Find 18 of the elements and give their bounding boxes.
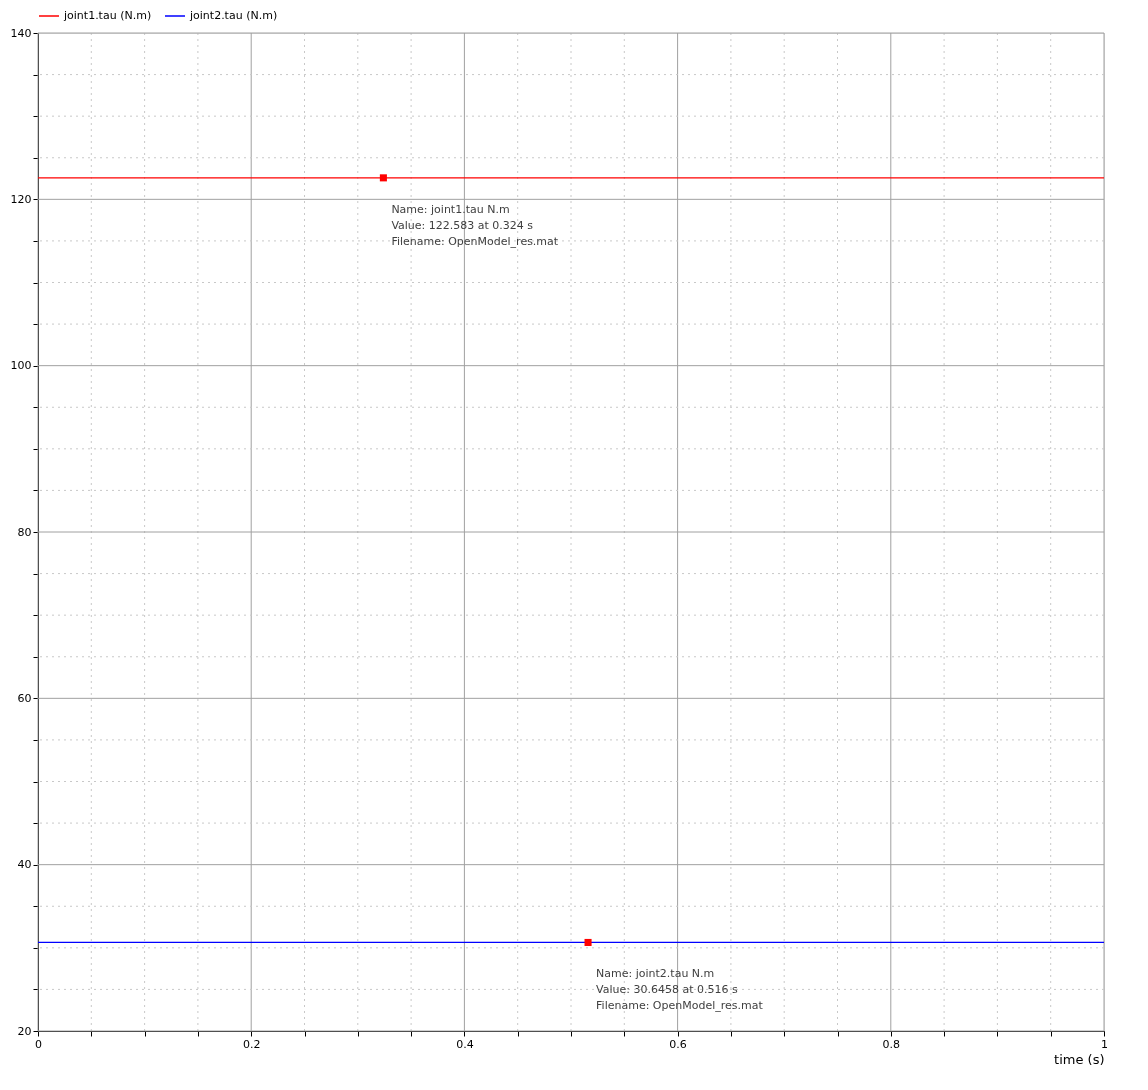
y-tick-label: 100 xyxy=(10,359,32,373)
legend-label: joint2.tau (N.m) xyxy=(189,9,278,22)
x-tick-label: 1 xyxy=(1101,1037,1108,1051)
y-tick-label: 60 xyxy=(17,691,32,705)
annotation: Name: joint1.tau N.m Value: 122.583 at 0.324 s Filename: OpenModel_res.mat xyxy=(391,202,559,248)
x-tick-label: 0.8 xyxy=(882,1037,901,1051)
x-tick-label: 0 xyxy=(35,1037,42,1051)
legend-label: joint1.tau (N.m) xyxy=(63,9,152,22)
x-tick-label: 0.2 xyxy=(242,1037,261,1051)
x-axis-title: time (s) xyxy=(1054,1051,1105,1067)
y-tick-label: 40 xyxy=(17,858,32,872)
y-tick-label: 80 xyxy=(17,525,32,539)
y-tick-label: 20 xyxy=(17,1024,32,1038)
y-tick-label: 120 xyxy=(10,192,32,206)
x-tick-label: 0.4 xyxy=(456,1037,474,1051)
y-tick-label: 140 xyxy=(10,26,32,40)
annotation: Name: joint2.tau N.m Value: 30.6458 at 0.516 s Filename: OpenModel_res.mat xyxy=(596,967,764,1013)
x-tick-label: 0.6 xyxy=(669,1037,687,1051)
